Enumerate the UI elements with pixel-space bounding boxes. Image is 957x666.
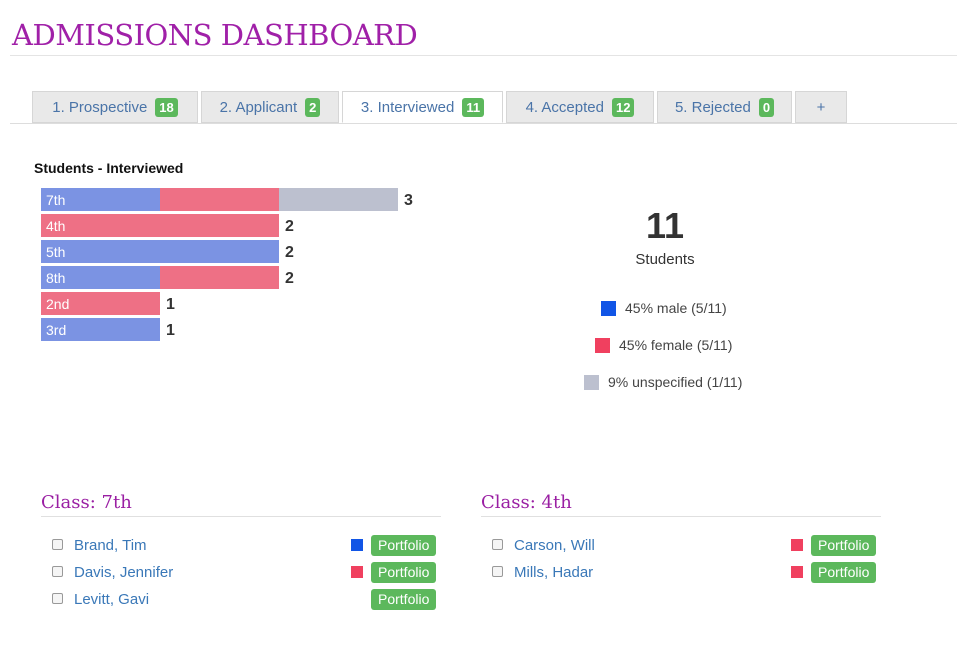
- tab-accepted[interactable]: 4. Accepted 12: [506, 91, 654, 123]
- gender-indicator: [351, 539, 363, 551]
- tab-label: 5. Rejected: [674, 98, 751, 116]
- bar-segment-female: [160, 266, 279, 289]
- category-label: 2nd: [46, 296, 69, 312]
- class-divider: [41, 516, 441, 517]
- category-label: 7th: [46, 192, 65, 208]
- category-label: 3rd: [46, 322, 66, 338]
- select-checkbox[interactable]: [52, 593, 63, 604]
- grade-bar-chart: 7th 3 4th 2 5th 2 8th 2 2nd 1 3rd 1: [41, 188, 413, 341]
- student-name-link[interactable]: Levitt, Gavi: [74, 591, 150, 608]
- tab-label: 1. Prospective: [52, 98, 148, 116]
- class-divider: [481, 516, 881, 517]
- student-name-link[interactable]: Brand, Tim: [74, 537, 147, 554]
- legend-label: 9% unspecified (1/11): [608, 374, 743, 390]
- student-name-link[interactable]: Davis, Jennifer: [74, 564, 174, 581]
- select-checkbox[interactable]: [492, 539, 503, 550]
- bar-total-label: 2: [285, 244, 294, 261]
- portfolio-button[interactable]: Portfolio: [811, 562, 877, 583]
- bar-segment-male: [41, 240, 279, 263]
- tab-label: 2. Applicant: [219, 98, 298, 116]
- bar-total-label: 3: [404, 192, 413, 209]
- select-checkbox[interactable]: [52, 539, 63, 550]
- count-badge: 2: [305, 97, 321, 117]
- summary-panel: 11 Students: [560, 205, 770, 268]
- student-row: Carson, Will Portfolio: [492, 535, 882, 557]
- stage-tabs: 1. Prospective 18 2. Applicant 2 3. Inte…: [32, 91, 850, 123]
- legend-female: 45% female (5/11): [595, 337, 732, 353]
- tab-label: 3. Interviewed: [360, 98, 455, 116]
- category-label: 5th: [46, 244, 65, 260]
- student-row: Davis, Jennifer Portfolio: [52, 562, 442, 584]
- plus-icon: +: [816, 98, 826, 116]
- student-name-link[interactable]: Mills, Hadar: [514, 564, 594, 581]
- bar-segment-unspecified: [279, 188, 398, 211]
- legend-male: 45% male (5/11): [601, 300, 727, 316]
- bar-segment-male: [41, 188, 160, 211]
- total-students-count: 11: [645, 205, 685, 246]
- category-label: 8th: [46, 270, 65, 286]
- class-heading: Class: 7th: [41, 492, 132, 513]
- male-swatch: [601, 300, 616, 316]
- bar-total-label: 2: [285, 270, 294, 287]
- student-row: Mills, Hadar Portfolio: [492, 562, 882, 584]
- bar-segment-female: [160, 188, 279, 211]
- bar-total-label: 1: [166, 296, 175, 313]
- class-heading: Class: 4th: [481, 492, 572, 513]
- tab-interviewed[interactable]: 3. Interviewed 11: [342, 91, 503, 123]
- bar-total-label: 2: [285, 218, 294, 235]
- select-checkbox[interactable]: [52, 566, 63, 577]
- legend-unspecified: 9% unspecified (1/11): [584, 374, 742, 390]
- select-checkbox[interactable]: [492, 566, 503, 577]
- portfolio-button[interactable]: Portfolio: [811, 535, 877, 556]
- page-title: ADMISSIONS DASHBOARD: [12, 18, 418, 52]
- tab-label: 4. Accepted: [525, 98, 604, 116]
- category-label: 4th: [46, 218, 65, 234]
- count-badge: 0: [758, 97, 775, 117]
- legend-label: 45% male (5/11): [625, 300, 727, 316]
- count-badge: 18: [155, 97, 178, 117]
- tabs-divider: [10, 123, 957, 124]
- chart-title: Students - Interviewed: [34, 160, 184, 176]
- bar-segment-female: [41, 214, 279, 237]
- title-divider: [10, 55, 957, 56]
- portfolio-button[interactable]: Portfolio: [371, 562, 437, 583]
- student-row: Brand, Tim Portfolio: [52, 535, 442, 557]
- gender-indicator: [351, 566, 363, 578]
- add-tab-button[interactable]: +: [795, 91, 847, 123]
- student-name-link[interactable]: Carson, Will: [514, 537, 595, 554]
- bar-segment-male: [41, 318, 160, 341]
- portfolio-button[interactable]: Portfolio: [371, 589, 437, 610]
- female-swatch: [595, 337, 610, 353]
- gender-indicator: [791, 566, 803, 578]
- total-students-label: Students: [635, 251, 695, 268]
- count-badge: 11: [462, 97, 485, 117]
- unspecified-swatch: [584, 374, 599, 390]
- bar-total-label: 1: [166, 322, 175, 339]
- tab-applicant[interactable]: 2. Applicant 2: [201, 91, 339, 123]
- tab-rejected[interactable]: 5. Rejected 0: [657, 91, 792, 123]
- gender-indicator: [791, 539, 803, 551]
- count-badge: 12: [611, 97, 635, 117]
- legend-label: 45% female (5/11): [619, 337, 733, 353]
- bar-segment-male: [41, 266, 160, 289]
- student-row: Levitt, Gavi Portfolio: [52, 589, 442, 611]
- portfolio-button[interactable]: Portfolio: [371, 535, 437, 556]
- bar-segment-female: [41, 292, 160, 315]
- tab-prospective[interactable]: 1. Prospective 18: [32, 91, 198, 123]
